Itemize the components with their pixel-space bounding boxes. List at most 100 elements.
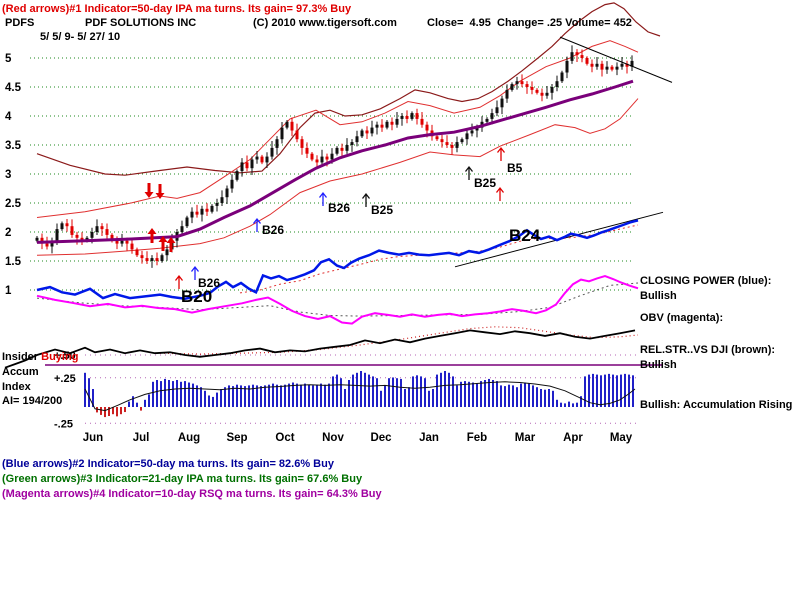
- accumulation-bar: [260, 386, 262, 407]
- accumulation-bar: [208, 395, 210, 407]
- accumulation-bar: [456, 385, 458, 407]
- candle-body: [610, 66, 614, 70]
- month-label: Apr: [563, 432, 583, 444]
- accumulation-bar: [452, 376, 454, 407]
- accumulation-bar: [524, 382, 526, 407]
- candle-body: [600, 63, 604, 70]
- accumulation-bar: [220, 389, 222, 407]
- price-trendline: [559, 36, 673, 83]
- accumulation-bar: [508, 384, 510, 407]
- accumulation-bar: [468, 381, 470, 407]
- ma50-line: [36, 79, 634, 244]
- accumulation-bar: [552, 390, 554, 407]
- accumulation-bar: [112, 407, 114, 415]
- candle-body: [150, 258, 154, 261]
- indicator-scale-label: +.25: [54, 373, 76, 385]
- buy-signal-label: B5: [507, 161, 523, 175]
- accumulation-bar: [288, 383, 290, 407]
- accumulation-bar: [312, 385, 314, 407]
- accumulation-bar: [476, 383, 478, 407]
- indicator1-note: (Red arrows)#1 Indicator=50-day IPA ma t…: [2, 3, 352, 15]
- y-axis-tick: 3.5: [5, 140, 22, 152]
- accumulation-bar: [420, 376, 422, 407]
- accumulation-bar: [472, 382, 474, 407]
- accumulation-bar: [172, 381, 174, 407]
- accumulation-bar: [236, 384, 238, 407]
- month-label: Oct: [275, 432, 294, 444]
- accumulation-bar: [256, 385, 258, 407]
- accumulation-bar: [548, 389, 550, 407]
- candle-body: [500, 98, 504, 108]
- accumulation-bar: [388, 378, 390, 407]
- candle-body: [625, 63, 629, 67]
- accumulation-bar: [144, 399, 146, 407]
- candle-body: [290, 121, 294, 131]
- accumulation-bar: [128, 401, 130, 407]
- candle-body: [280, 127, 284, 140]
- accumulation-bar: [264, 385, 266, 407]
- accumulation-bar: [496, 381, 498, 407]
- accumulation-bar: [600, 375, 602, 407]
- buy-signal-label: B26: [328, 201, 350, 215]
- candle-body: [300, 139, 304, 148]
- candle-body: [335, 147, 339, 154]
- accumulation-bar: [268, 384, 270, 407]
- candle-body: [490, 113, 494, 119]
- candle-body: [355, 136, 359, 143]
- accumulation-bar: [176, 380, 178, 407]
- up-arrow-blue-icon: [318, 191, 328, 206]
- candle-body: [195, 211, 199, 215]
- accumulation-bar: [580, 396, 582, 407]
- candle-body: [70, 226, 74, 235]
- candle-body: [425, 124, 429, 131]
- ai-value: AI= 194/200: [2, 395, 63, 407]
- y-axis-tick: 2: [5, 227, 11, 239]
- accumulation-bar: [392, 377, 394, 407]
- accumulation-bar: [212, 396, 214, 407]
- accumulation-bar: [592, 373, 594, 407]
- closing-power-ma-dotted: [239, 224, 639, 294]
- accumulation-bar: [400, 378, 402, 407]
- accumulation-bar: [624, 373, 626, 407]
- candle-body: [380, 124, 384, 128]
- obv-title: OBV (magenta):: [640, 312, 724, 324]
- accumulation-bar: [188, 382, 190, 407]
- accumulation-bar: [232, 386, 234, 407]
- accumulation-bar: [612, 374, 614, 407]
- candle-body: [390, 121, 394, 125]
- accumulation-bar: [276, 384, 278, 407]
- buying-word: Buying: [41, 351, 79, 363]
- candle-body: [405, 116, 409, 119]
- accumulation-bar: [184, 381, 186, 407]
- indicator3-note: (Green arrows)#3 Indicator=21-day IPA ma…: [2, 473, 363, 485]
- accumulation-bar: [408, 387, 410, 407]
- candle-body: [325, 156, 329, 160]
- accumulation-bar: [140, 407, 142, 411]
- accumulation-bar: [272, 383, 274, 407]
- y-axis-tick: 4: [5, 111, 12, 123]
- closing-power-status: Bullish: [640, 290, 677, 302]
- insider-buying-label: Insider Buying: [2, 351, 78, 363]
- candle-body: [295, 130, 299, 140]
- accumulation-bar: [100, 407, 102, 415]
- buy-signal-label: B26: [198, 276, 220, 290]
- candle-body: [450, 145, 454, 148]
- candle-body: [445, 142, 449, 145]
- accumulation-bar: [404, 389, 406, 407]
- candle-body: [80, 237, 84, 241]
- month-label: Aug: [178, 432, 200, 444]
- candle-body: [235, 171, 239, 180]
- accumulation-bar: [480, 381, 482, 407]
- candle-body: [190, 211, 194, 218]
- candle-body: [230, 179, 234, 189]
- candle-body: [435, 136, 439, 140]
- candle-body: [255, 156, 259, 160]
- obv-ma-dotted: [36, 282, 639, 317]
- accumulation-bar: [328, 383, 330, 407]
- buy-signal-label: B26: [262, 223, 284, 237]
- candle-body: [455, 142, 459, 148]
- candle-body: [285, 121, 289, 128]
- accum-label: Accum: [2, 366, 39, 378]
